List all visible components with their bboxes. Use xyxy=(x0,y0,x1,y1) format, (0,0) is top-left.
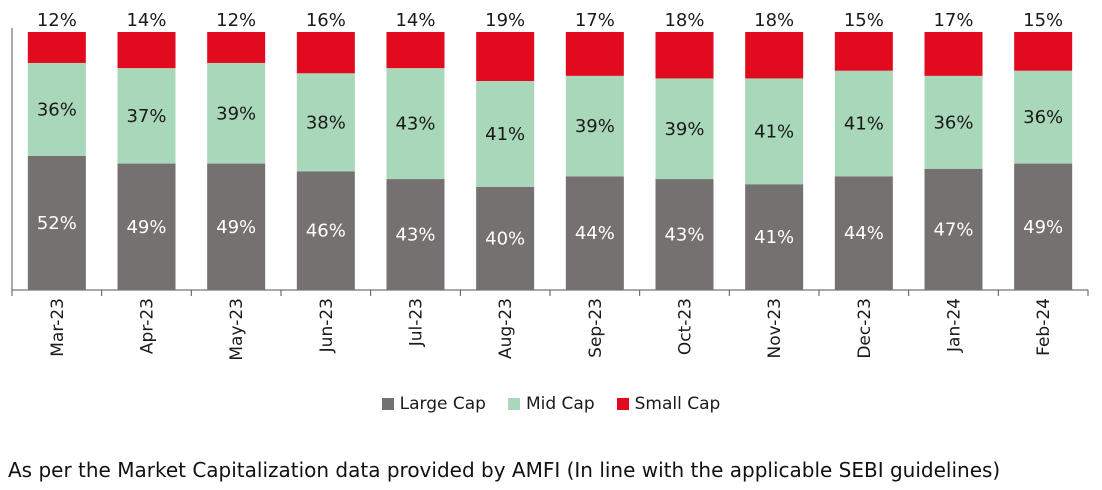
bar-large-cap-oct-23 xyxy=(655,179,714,290)
bar-small-cap-nov-23 xyxy=(745,32,804,79)
bar-mid-cap-aug-23 xyxy=(476,81,535,187)
data-label-large-cap-dec-23: 44% xyxy=(844,223,884,244)
x-tick-label-apr-23: Apr-23 xyxy=(138,298,158,354)
bar-small-cap-oct-23 xyxy=(655,32,714,79)
bar-mid-cap-apr-23 xyxy=(117,68,176,164)
legend-item-small-cap: Small Cap xyxy=(616,394,721,414)
bar-large-cap-jan-24 xyxy=(924,168,983,290)
bar-mid-cap-dec-23 xyxy=(834,70,893,177)
legend-swatch-large-cap xyxy=(381,398,394,410)
bar-large-cap-jul-23 xyxy=(386,179,445,290)
data-label-small-cap-apr-23: 14% xyxy=(126,10,166,31)
bar-small-cap-jun-23 xyxy=(296,32,355,74)
bar-large-cap-aug-23 xyxy=(476,186,535,290)
legend-swatch-mid-cap xyxy=(507,398,520,410)
bar-large-cap-sep-23 xyxy=(565,176,624,290)
data-label-mid-cap-oct-23: 39% xyxy=(664,119,704,140)
data-label-mid-cap-may-23: 39% xyxy=(216,103,256,124)
x-tick-label-oct-23: Oct-23 xyxy=(676,298,696,355)
data-label-small-cap-jun-23: 16% xyxy=(306,10,346,31)
data-label-small-cap-oct-23: 18% xyxy=(664,10,704,31)
data-label-large-cap-jul-23: 43% xyxy=(395,225,435,246)
bar-mid-cap-jul-23 xyxy=(386,68,445,180)
x-tick-label-dec-23: Dec-23 xyxy=(855,298,875,359)
data-label-small-cap-sep-23: 17% xyxy=(575,10,615,31)
data-label-mid-cap-aug-23: 41% xyxy=(485,124,525,145)
data-label-small-cap-feb-24: 15% xyxy=(1023,10,1063,31)
bar-mid-cap-nov-23 xyxy=(745,78,804,185)
bar-large-cap-may-23 xyxy=(207,163,266,290)
bar-small-cap-aug-23 xyxy=(476,32,535,82)
data-label-mid-cap-dec-23: 41% xyxy=(844,114,884,135)
bar-mid-cap-sep-23 xyxy=(565,75,624,177)
legend-label-small-cap: Small Cap xyxy=(634,394,721,414)
x-tick-label-may-23: May-23 xyxy=(227,298,247,361)
bar-small-cap-sep-23 xyxy=(565,32,624,76)
bar-large-cap-mar-23 xyxy=(27,155,86,290)
data-label-small-cap-may-23: 12% xyxy=(216,10,256,31)
data-label-large-cap-nov-23: 41% xyxy=(754,227,794,248)
x-tick-label-jan-24: Jan-24 xyxy=(945,298,965,353)
data-label-mid-cap-apr-23: 37% xyxy=(126,106,166,127)
data-label-small-cap-nov-23: 18% xyxy=(754,10,794,31)
bar-small-cap-jul-23 xyxy=(386,32,445,69)
data-label-mid-cap-jun-23: 38% xyxy=(306,112,346,133)
chart-legend: Large Cap Mid Cap Small Cap xyxy=(0,394,1102,414)
x-tick-label-jun-23: Jun-23 xyxy=(317,298,337,353)
data-label-mid-cap-sep-23: 39% xyxy=(575,116,615,137)
data-label-mid-cap-jul-23: 43% xyxy=(395,114,435,135)
footnote: As per the Market Capitalization data pr… xyxy=(8,458,1001,482)
bar-large-cap-jun-23 xyxy=(296,171,355,290)
data-label-mid-cap-feb-24: 36% xyxy=(1023,107,1063,128)
data-label-small-cap-mar-23: 12% xyxy=(37,10,77,31)
legend-label-mid-cap: Mid Cap xyxy=(525,394,595,414)
data-label-large-cap-feb-24: 49% xyxy=(1023,217,1063,238)
x-tick-label-aug-23: Aug-23 xyxy=(496,298,516,359)
bar-mid-cap-feb-24 xyxy=(1014,70,1073,164)
bar-small-cap-jan-24 xyxy=(924,32,983,76)
data-label-small-cap-dec-23: 15% xyxy=(844,10,884,31)
data-label-large-cap-may-23: 49% xyxy=(216,217,256,238)
bar-small-cap-apr-23 xyxy=(117,32,176,69)
x-tick-label-mar-23: Mar-23 xyxy=(48,298,68,357)
x-tick-label-feb-24: Feb-24 xyxy=(1034,298,1054,356)
bar-large-cap-apr-23 xyxy=(117,163,176,290)
data-label-large-cap-jun-23: 46% xyxy=(306,221,346,242)
x-tick-label-nov-23: Nov-23 xyxy=(765,298,785,359)
data-label-mid-cap-nov-23: 41% xyxy=(754,121,794,142)
data-label-small-cap-jul-23: 14% xyxy=(395,10,435,31)
data-label-large-cap-oct-23: 43% xyxy=(664,225,704,246)
bar-mid-cap-jan-24 xyxy=(924,75,983,169)
bar-small-cap-may-23 xyxy=(207,32,266,63)
x-tick-label-sep-23: Sep-23 xyxy=(586,298,606,358)
x-tick-label-jul-23: Jul-23 xyxy=(407,298,427,347)
data-label-large-cap-jan-24: 47% xyxy=(933,219,973,240)
bar-small-cap-feb-24 xyxy=(1014,32,1073,71)
data-label-large-cap-aug-23: 40% xyxy=(485,228,525,249)
data-label-mid-cap-mar-23: 36% xyxy=(37,99,77,120)
legend-swatch-small-cap xyxy=(616,398,629,410)
bar-mid-cap-mar-23 xyxy=(27,62,86,156)
legend-item-mid-cap: Mid Cap xyxy=(507,394,595,414)
bar-large-cap-feb-24 xyxy=(1014,163,1073,290)
data-label-mid-cap-jan-24: 36% xyxy=(933,112,973,133)
stacked-bar-chart: 52% 36% 12% Mar-23 49% 37% 14% Apr-23 49% 39% 12% M… xyxy=(11,10,1089,361)
data-label-large-cap-mar-23: 52% xyxy=(37,213,77,234)
bar-mid-cap-jun-23 xyxy=(296,73,355,172)
bar-large-cap-dec-23 xyxy=(834,176,893,290)
bar-small-cap-mar-23 xyxy=(27,32,86,63)
data-label-small-cap-aug-23: 19% xyxy=(485,10,525,31)
bar-mid-cap-may-23 xyxy=(207,62,266,164)
bar-large-cap-nov-23 xyxy=(745,184,804,290)
bar-small-cap-dec-23 xyxy=(834,32,893,71)
legend-item-large-cap: Large Cap xyxy=(381,394,486,414)
data-label-large-cap-apr-23: 49% xyxy=(126,217,166,238)
data-label-small-cap-jan-24: 17% xyxy=(933,10,973,31)
data-label-large-cap-sep-23: 44% xyxy=(575,223,615,244)
bar-mid-cap-oct-23 xyxy=(655,78,714,180)
legend-label-large-cap: Large Cap xyxy=(399,394,486,414)
